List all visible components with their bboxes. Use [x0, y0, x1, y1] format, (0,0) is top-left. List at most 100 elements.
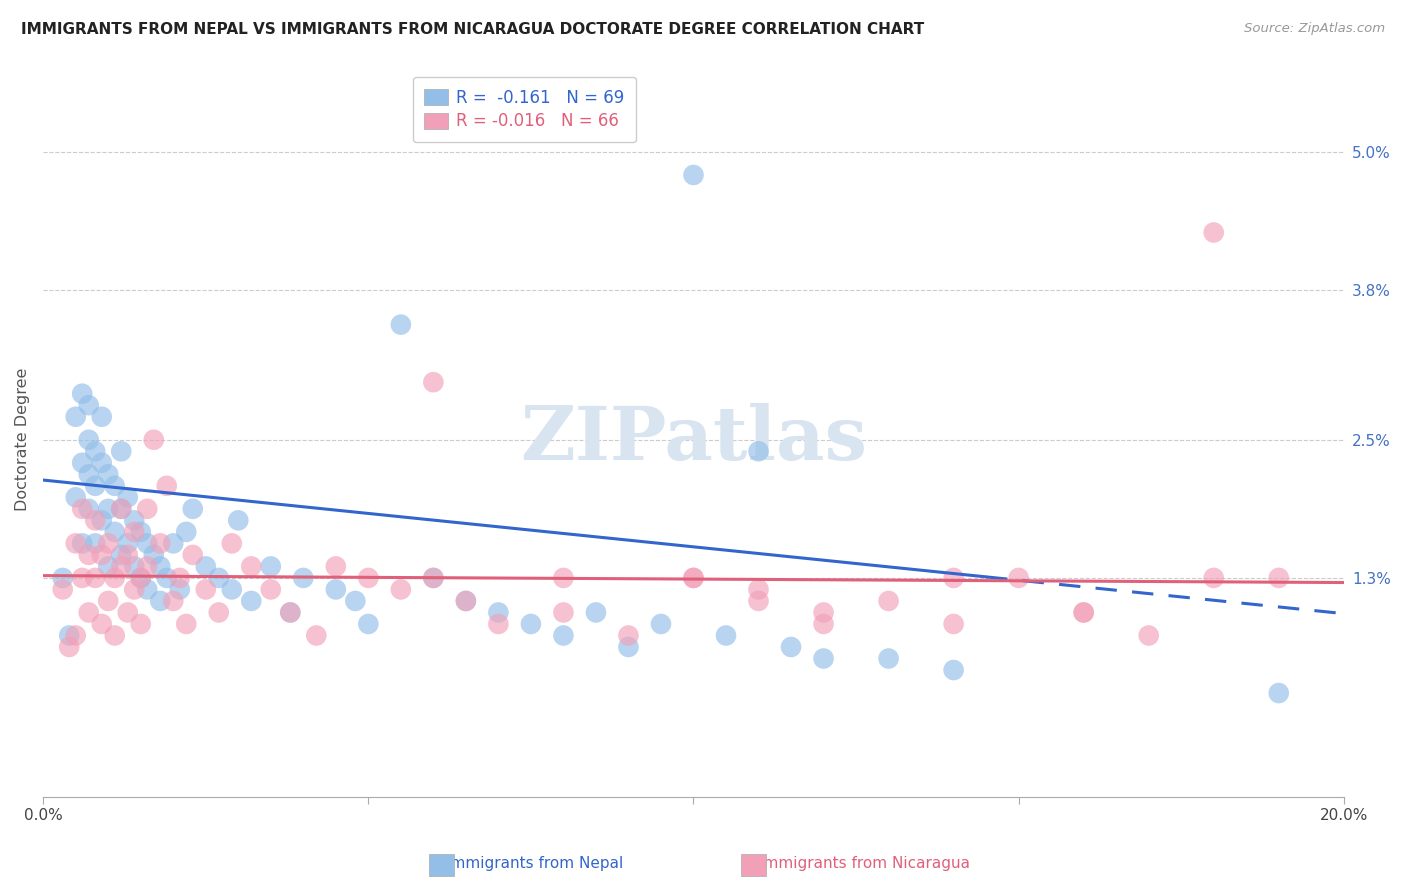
Point [260, 582, 283, 597]
Point [122, 582, 145, 597]
Point [149, 559, 172, 574]
Y-axis label: Doctorate Degree: Doctorate Degree [15, 368, 30, 511]
Point [110, 548, 132, 562]
Point [813, 651, 835, 665]
Point [747, 444, 769, 458]
Text: ZIPatlas: ZIPatlas [520, 403, 868, 476]
Point [344, 594, 367, 608]
Point [90, 548, 112, 562]
Point [129, 571, 152, 585]
Point [747, 594, 769, 608]
Point [162, 594, 184, 608]
Point [84, 571, 107, 585]
Point [70, 501, 93, 516]
Point [104, 479, 127, 493]
Point [142, 433, 165, 447]
Point [77, 606, 100, 620]
Point [585, 606, 607, 620]
Point [181, 501, 204, 516]
Point [422, 571, 444, 585]
Point [129, 524, 152, 539]
Point [877, 594, 900, 608]
Point [70, 536, 93, 550]
Point [52, 571, 75, 585]
Point [117, 536, 139, 550]
Point [122, 559, 145, 574]
Point [260, 559, 283, 574]
Point [942, 571, 965, 585]
Point [714, 628, 737, 642]
Point [90, 456, 112, 470]
Point [747, 582, 769, 597]
Point [1268, 571, 1291, 585]
Text: Immigrants from Nicaragua: Immigrants from Nicaragua [759, 856, 970, 871]
Point [422, 571, 444, 585]
Point [682, 571, 704, 585]
Point [208, 571, 231, 585]
Point [650, 617, 672, 632]
Point [65, 628, 87, 642]
Point [65, 536, 87, 550]
Point [90, 409, 112, 424]
Point [553, 606, 575, 620]
Point [278, 606, 301, 620]
Point [156, 571, 179, 585]
Point [486, 606, 509, 620]
Point [278, 606, 301, 620]
Point [84, 479, 107, 493]
Point [117, 548, 139, 562]
Point [58, 640, 80, 654]
Point [422, 375, 444, 389]
Point [520, 617, 543, 632]
Point [174, 524, 197, 539]
Point [454, 594, 477, 608]
Point [110, 444, 132, 458]
Point [97, 559, 120, 574]
Text: Source: ZipAtlas.com: Source: ZipAtlas.com [1244, 22, 1385, 36]
Point [240, 559, 263, 574]
Point [97, 536, 120, 550]
Point [117, 491, 139, 505]
Point [65, 409, 87, 424]
Legend: R =  -0.161   N = 69, R = -0.016   N = 66: R = -0.161 N = 69, R = -0.016 N = 66 [413, 77, 636, 142]
Point [1137, 628, 1160, 642]
Point [221, 582, 243, 597]
Point [136, 582, 159, 597]
Point [110, 559, 132, 574]
Point [110, 501, 132, 516]
Point [240, 594, 263, 608]
Point [84, 536, 107, 550]
Point [780, 640, 803, 654]
Point [162, 536, 184, 550]
Point [129, 571, 152, 585]
Point [129, 617, 152, 632]
Point [553, 628, 575, 642]
Point [65, 491, 87, 505]
Point [454, 594, 477, 608]
Point [77, 467, 100, 482]
Point [877, 651, 900, 665]
Point [104, 628, 127, 642]
Point [1073, 606, 1095, 620]
Point [136, 559, 159, 574]
Point [813, 606, 835, 620]
Point [122, 513, 145, 527]
Point [617, 628, 640, 642]
Point [221, 536, 243, 550]
Text: Immigrants from Nepal: Immigrants from Nepal [446, 856, 623, 871]
Point [389, 582, 412, 597]
Point [1073, 606, 1095, 620]
Point [208, 606, 231, 620]
Point [357, 571, 380, 585]
Point [942, 663, 965, 677]
Point [136, 501, 159, 516]
Point [682, 168, 704, 182]
Point [156, 479, 179, 493]
Point [1007, 571, 1029, 585]
Text: IMMIGRANTS FROM NEPAL VS IMMIGRANTS FROM NICARAGUA DOCTORATE DEGREE CORRELATION : IMMIGRANTS FROM NEPAL VS IMMIGRANTS FROM… [21, 22, 924, 37]
Point [553, 571, 575, 585]
Point [84, 444, 107, 458]
Point [942, 617, 965, 632]
Point [194, 559, 217, 574]
Point [97, 594, 120, 608]
